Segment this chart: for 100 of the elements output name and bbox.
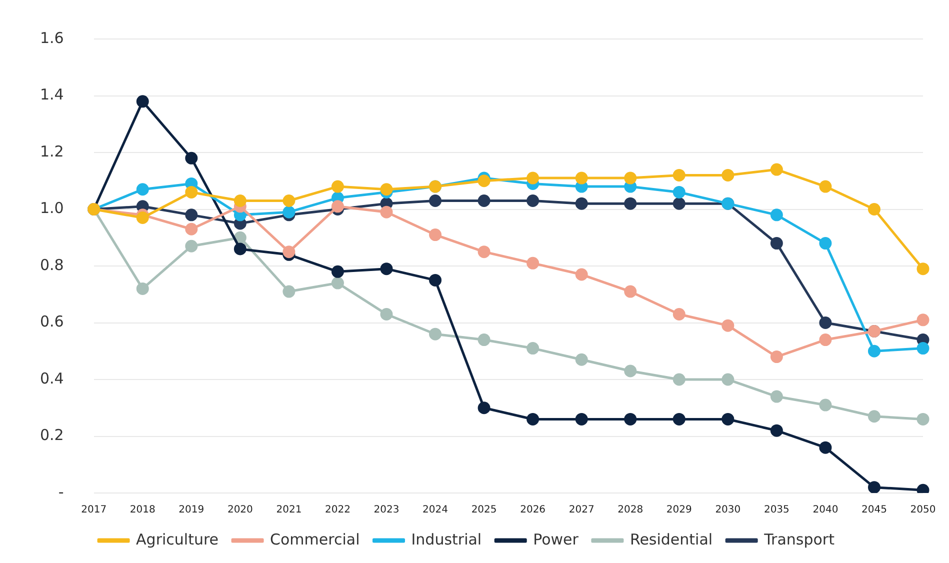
point	[234, 242, 246, 256]
point	[526, 256, 540, 270]
legend-label: Transport	[763, 530, 835, 548]
point	[136, 183, 149, 196]
point	[478, 334, 490, 346]
point	[575, 172, 588, 184]
point	[526, 194, 540, 207]
x-tick-label: 2027	[568, 504, 594, 516]
point	[331, 180, 344, 193]
point	[282, 246, 296, 258]
x-tick-label: 2026	[520, 504, 546, 516]
point	[282, 285, 296, 298]
point	[136, 282, 149, 295]
point	[624, 364, 637, 378]
point	[575, 353, 588, 366]
point	[770, 424, 783, 437]
x-tick-label: 2040	[812, 504, 838, 516]
point	[624, 412, 637, 426]
point	[575, 197, 588, 210]
point	[526, 172, 540, 184]
point	[429, 274, 442, 286]
point	[672, 168, 686, 182]
point	[819, 398, 832, 412]
y-tick-label: 0.8	[40, 256, 64, 274]
point	[672, 412, 686, 426]
point	[672, 186, 686, 198]
x-tick-label: 2023	[374, 504, 400, 516]
point	[478, 174, 490, 188]
point	[185, 222, 198, 236]
point	[380, 262, 393, 276]
point	[380, 206, 393, 218]
x-tick-label: 2021	[276, 504, 302, 516]
x-tick-label: 2028	[618, 504, 644, 516]
y-tick-label: 0.2	[40, 426, 64, 444]
legend-label: Agriculture	[136, 530, 219, 548]
point	[136, 212, 149, 224]
x-tick-label: 2050	[910, 504, 936, 516]
point	[575, 412, 588, 426]
x-tick-label: 2029	[666, 504, 692, 516]
point	[331, 200, 344, 213]
point	[624, 285, 637, 298]
x-tick-label: 2020	[227, 504, 253, 516]
point	[722, 319, 734, 332]
point	[185, 152, 198, 164]
point	[722, 373, 734, 386]
point	[770, 237, 783, 250]
point	[624, 197, 637, 210]
point	[819, 334, 832, 346]
point	[819, 180, 832, 193]
y-tick-label: 1.2	[40, 142, 64, 160]
point	[819, 441, 832, 454]
point	[478, 194, 490, 207]
legend-label: Power	[533, 530, 580, 548]
point	[185, 240, 198, 252]
point	[380, 308, 393, 320]
point	[478, 402, 490, 414]
point	[916, 342, 930, 355]
legend-label: Commercial	[270, 530, 360, 548]
y-tick-label: 0.6	[40, 312, 64, 331]
legend-label: Industrial	[411, 530, 482, 548]
point	[770, 390, 783, 403]
point	[526, 342, 540, 355]
y-tick-label: 1.4	[40, 86, 64, 104]
point	[624, 172, 637, 184]
point	[916, 412, 930, 426]
point	[770, 350, 783, 364]
x-tick-label: 2022	[324, 504, 350, 516]
point	[429, 194, 442, 207]
x-tick-label: 2024	[422, 504, 448, 516]
x-tick-label: 2025	[471, 504, 497, 516]
point	[282, 206, 296, 218]
x-tick-label: 2030	[715, 504, 741, 516]
point	[770, 163, 783, 176]
point	[868, 481, 880, 493]
y-tick-label: 1.6	[40, 28, 64, 47]
x-tick-label: 2017	[81, 504, 107, 516]
x-tick-label: 2045	[862, 504, 887, 516]
point	[916, 262, 930, 276]
point	[819, 316, 832, 329]
point	[234, 231, 246, 244]
point	[380, 183, 393, 196]
point	[429, 228, 442, 242]
point	[868, 344, 880, 358]
y-tick-label: -	[58, 482, 64, 501]
point	[672, 373, 686, 386]
y-tick-label: 1.0	[40, 199, 64, 218]
x-tick-label: 2019	[178, 504, 204, 516]
legend-label: Residential	[630, 530, 713, 548]
point	[185, 208, 198, 222]
point	[575, 268, 588, 281]
point	[282, 194, 296, 207]
point	[331, 276, 344, 290]
point	[868, 410, 880, 423]
point	[526, 412, 540, 426]
point	[478, 246, 490, 258]
point	[234, 194, 246, 207]
point	[429, 328, 442, 340]
x-tick-label: 2035	[764, 504, 790, 516]
point	[868, 203, 880, 216]
y-tick-label: 0.4	[40, 369, 64, 388]
